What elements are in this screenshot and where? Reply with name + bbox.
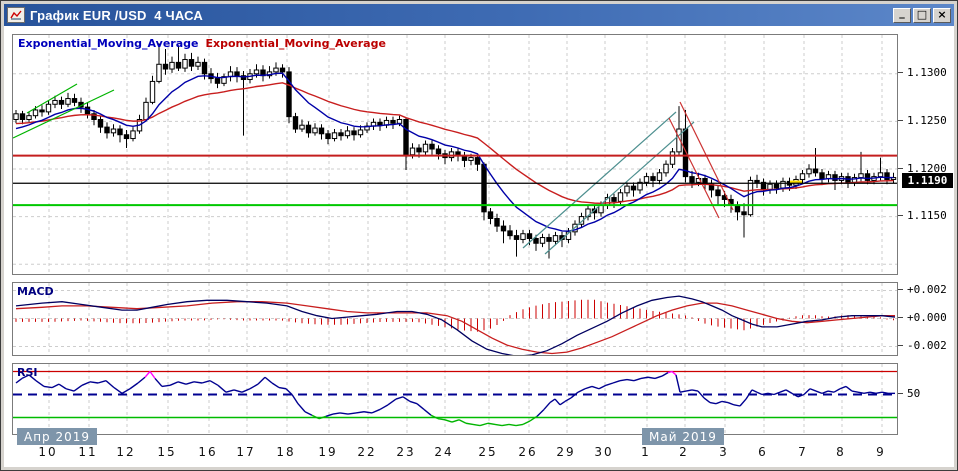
ema-slow-label: Exponential_Moving_Average (205, 37, 386, 50)
ema-fast-label: Exponential_Moving_Average (18, 37, 199, 50)
macd-label: MACD (17, 285, 54, 298)
macd-chart[interactable] (13, 283, 897, 355)
rsi-panel[interactable]: RSI (12, 363, 898, 435)
macd-panel[interactable]: MACD (12, 282, 898, 356)
rsi-label: RSI (17, 366, 38, 379)
title-bar[interactable]: График EUR /USD 4 ЧАСА _ □ × (4, 4, 954, 26)
close-icon: × (937, 8, 947, 21)
minimize-button[interactable]: _ (893, 6, 911, 23)
price-chart-panel[interactable]: Exponential_Moving_Average Exponential_Mo… (12, 34, 898, 275)
maximize-icon: □ (916, 8, 928, 21)
rsi-chart[interactable] (13, 364, 897, 434)
close-button[interactable]: × (933, 7, 951, 23)
window-title: График EUR /USD 4 ЧАСА (30, 7, 203, 23)
indicator-labels: Exponential_Moving_Average Exponential_Mo… (18, 37, 393, 50)
chart-icon (7, 7, 25, 23)
minimize-icon: _ (899, 6, 905, 19)
maximize-button[interactable]: □ (913, 7, 931, 23)
candlestick-chart[interactable] (13, 35, 897, 274)
